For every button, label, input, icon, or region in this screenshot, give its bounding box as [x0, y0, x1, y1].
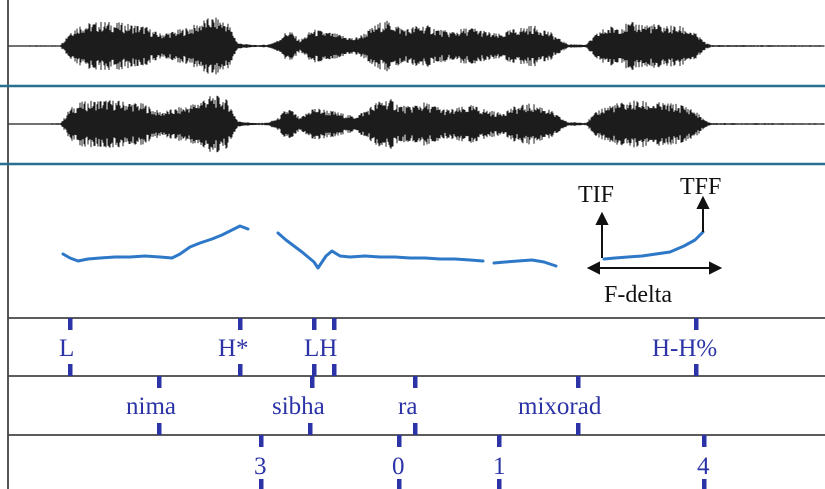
tone-label-2: H*: [218, 335, 249, 362]
tff-arrowhead: [696, 195, 710, 209]
tone-boundary-tick: [238, 364, 243, 376]
break-label-1: 3: [254, 453, 267, 480]
f-delta-left-arrowhead: [586, 261, 600, 275]
f-delta-annotation: [586, 195, 723, 275]
word-boundary-tick: [576, 423, 581, 435]
tone-boundary-tick: [238, 318, 243, 330]
word-boundary-tick: [310, 376, 315, 388]
pitch-segment-1: [61, 224, 250, 263]
tone-tier: [68, 318, 699, 376]
break-boundary-tick: [702, 435, 707, 447]
word-tier: [157, 376, 581, 435]
break-boundary-tick: [497, 435, 502, 447]
word-boundary-tick: [157, 423, 162, 435]
word-label-2: sibha: [272, 393, 325, 420]
waveform-trace: [8, 17, 825, 75]
break-label-3: 1: [493, 453, 506, 480]
tone-boundary-tick: [312, 318, 317, 330]
pitch-contour: [61, 224, 705, 270]
word-boundary-tick: [576, 376, 581, 388]
word-boundary-tick: [157, 376, 162, 388]
break-boundary-tick: [259, 435, 264, 447]
word-boundary-tick: [413, 423, 418, 435]
break-boundary-tick: [397, 435, 402, 447]
tone-boundary-tick: [694, 364, 699, 376]
tff-label: TFF: [680, 174, 721, 200]
pitch-segment-annotation: [602, 230, 705, 261]
tone-boundary-tick: [694, 318, 699, 330]
pitch-segment-3: [492, 258, 558, 268]
pitch-segment-2: [276, 231, 485, 270]
break-label-2: 0: [392, 453, 405, 480]
break-label-4: 4: [697, 453, 710, 480]
tone-boundary-tick: [332, 364, 337, 376]
break-boundary-tick: [259, 479, 264, 489]
f-delta-right-arrowhead: [709, 261, 723, 275]
tone-boundary-tick: [312, 364, 317, 376]
word-boundary-tick: [413, 376, 418, 388]
break-boundary-tick: [397, 479, 402, 489]
f-delta-label: F-delta: [604, 282, 672, 308]
tone-boundary-tick: [68, 364, 73, 376]
word-label-4: mixorad: [518, 393, 602, 420]
tone-boundary-tick: [332, 318, 337, 330]
tone-label-3: LH: [304, 335, 337, 362]
word-label-1: nima: [126, 393, 176, 420]
word-boundary-tick: [308, 423, 313, 435]
word-label-3: ra: [398, 393, 417, 420]
tone-label-4: H-H%: [652, 335, 717, 362]
tone-label-1: L: [59, 335, 74, 362]
waveform-channel-2: [8, 95, 825, 153]
waveform-trace: [8, 95, 825, 153]
break-tier: [259, 435, 707, 489]
break-boundary-tick: [702, 479, 707, 489]
waveform-channel-1: [8, 17, 825, 75]
tif-label: TIF: [578, 182, 614, 208]
tone-boundary-tick: [68, 318, 73, 330]
break-boundary-tick: [497, 479, 502, 489]
tif-arrowhead: [595, 211, 609, 225]
